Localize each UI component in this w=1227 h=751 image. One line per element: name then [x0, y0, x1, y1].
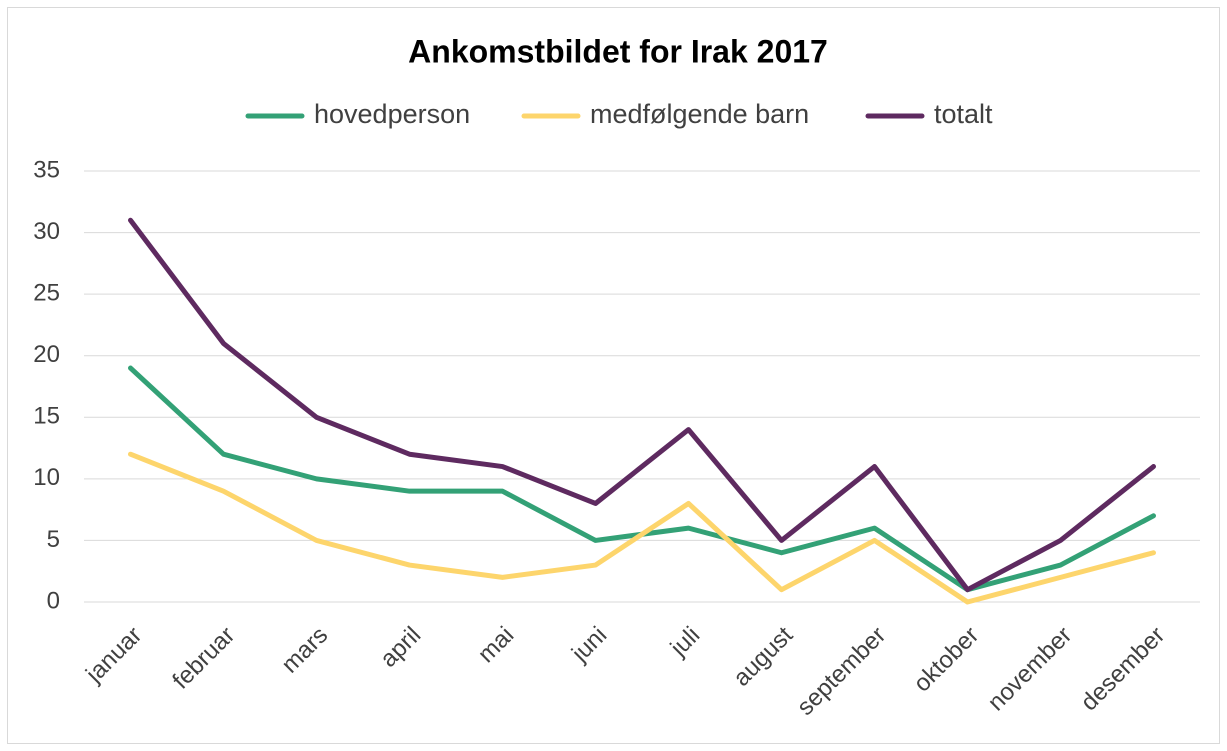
y-tick-label: 30	[33, 218, 60, 245]
y-tick-label: 25	[33, 279, 60, 306]
legend-label: totalt	[934, 99, 993, 129]
series-line	[128, 451, 1156, 605]
chart-border	[7, 7, 1220, 744]
y-tick-label: 15	[33, 403, 60, 430]
y-tick-label: 5	[47, 526, 60, 553]
y-tick-label: 35	[33, 156, 60, 183]
chart-title: Ankomstbildet for Irak 2017	[408, 33, 828, 69]
y-tick-label: 20	[33, 341, 60, 368]
legend-label: hovedperson	[314, 99, 470, 129]
y-tick-label: 10	[33, 464, 60, 491]
y-tick-label: 0	[47, 587, 60, 614]
series-line	[128, 217, 1156, 593]
legend-label: medfølgende barn	[590, 99, 809, 129]
